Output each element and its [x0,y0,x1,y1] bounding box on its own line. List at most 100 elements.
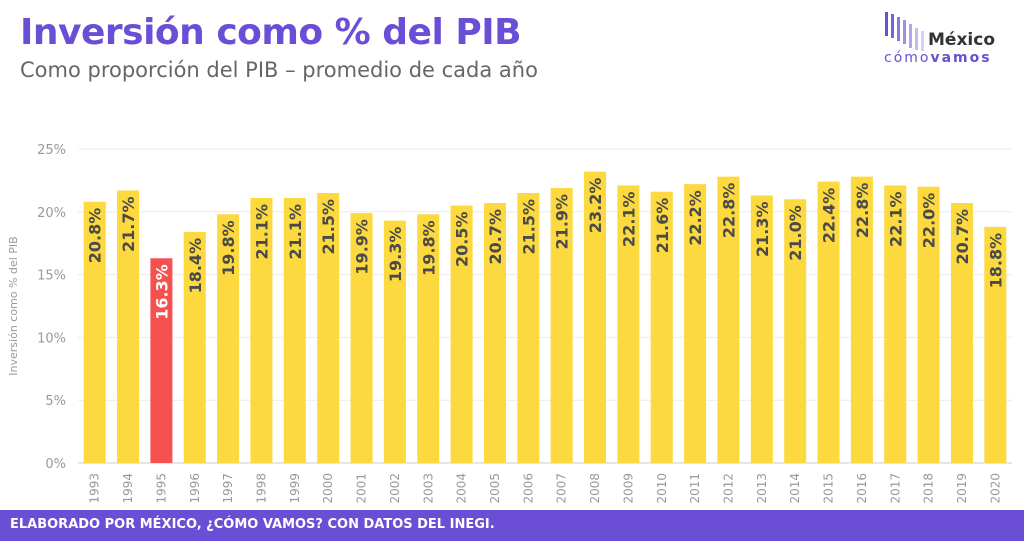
mexico-como-vamos-logo: México cómovamos [880,10,1010,70]
x-tick-label: 1997 [221,473,235,504]
bar [584,171,607,463]
data-label: 16.3% [152,264,171,320]
bar [884,185,907,463]
data-label: 22.1% [886,191,905,247]
x-tick-label: 1993 [88,473,102,504]
bar [483,203,506,463]
data-label: 21.9% [553,194,572,250]
bar [117,190,140,463]
bars-logo-icon [885,12,924,51]
bar [717,176,740,463]
data-label: 21.7% [119,196,138,252]
y-tick-label: 20% [37,206,66,221]
x-tick-label: 1999 [288,473,302,504]
bar [450,205,473,463]
x-tick-label: 2006 [521,473,535,504]
data-label: 22.8% [719,183,738,239]
page-subtitle: Como proporción del PIB – promedio de ca… [20,58,538,82]
x-tick-label: 1998 [254,473,268,504]
bar [250,197,273,463]
x-tick-label: 2007 [555,473,569,504]
y-tick-label: 0% [45,457,66,472]
bar [83,201,106,463]
logo-tagline-bold: vamos [930,50,992,66]
data-label: 22.4% [820,188,839,244]
y-tick-label: 25% [37,143,66,158]
data-label: 20.5% [453,212,472,268]
y-tick-label: 5% [45,394,66,409]
x-tick-label: 2003 [421,473,435,504]
bar [917,186,940,463]
data-label: 20.7% [953,209,972,265]
data-label: 19.3% [386,227,405,283]
x-tick-label: 1995 [154,473,168,504]
data-label: 21.1% [252,204,271,260]
bar [283,197,306,463]
footer-source-text: ELABORADO POR MÉXICO, ¿CÓMO VAMOS? CON D… [10,517,495,532]
x-tick-label: 2018 [922,473,936,504]
data-label: 21.6% [653,198,672,254]
bar [317,192,340,463]
data-label: 22.2% [686,190,705,246]
data-label: 23.2% [586,178,605,234]
bar [650,191,673,464]
y-tick-label: 15% [37,269,66,284]
bar [684,184,707,463]
data-label: 19.9% [353,219,372,275]
data-label: 20.7% [486,209,505,265]
x-tick-label: 2020 [988,473,1002,504]
bar [784,199,807,464]
x-tick-label: 2000 [321,473,335,504]
data-label: 18.4% [186,238,205,294]
x-tick-label: 2001 [355,473,369,504]
data-label: 21.3% [753,201,772,257]
x-tick-label: 2017 [888,473,902,504]
data-label: 21.1% [286,204,305,260]
x-tick-label: 2008 [588,473,602,504]
x-tick-label: 2002 [388,473,402,504]
bar [817,181,840,463]
footer-bar: ELABORADO POR MÉXICO, ¿CÓMO VAMOS? CON D… [0,510,1024,541]
bar [950,203,973,463]
data-label: 21.5% [519,199,538,255]
data-label: 19.8% [219,220,238,276]
y-axis-title: Inversión como % del PIB [7,236,20,375]
x-tick-label: 2005 [488,473,502,504]
x-tick-label: 2011 [688,473,702,504]
data-label: 22.1% [619,191,638,247]
x-tick-label: 2004 [455,473,469,504]
bar [183,231,206,463]
data-label: 21.5% [319,199,338,255]
bar [984,226,1007,463]
bar [217,214,240,463]
data-label: 22.8% [853,183,872,239]
bar [517,192,540,463]
bar [417,214,440,463]
logo-tagline-light: cómo [884,50,931,66]
bar [383,220,406,463]
data-label: 20.8% [86,208,105,264]
logo-word: México [928,30,995,50]
x-tick-label: 2015 [822,473,836,504]
logo-tagline: cómovamos [884,50,992,66]
y-tick-label: 10% [37,331,66,346]
bar [750,195,773,464]
bar [350,213,373,463]
bar [550,187,573,463]
data-label: 22.0% [920,193,939,249]
bar [850,176,873,463]
x-tick-label: 2010 [655,473,669,504]
page-title: Inversión como % del PIB [20,12,522,53]
data-label: 19.8% [419,220,438,276]
x-tick-label: 1996 [188,473,202,504]
bar-chart: 0% 5% 10% 15% 20% 25% Inversión como % del PIB… [7,143,1012,504]
x-tick-label: 2019 [955,473,969,504]
x-tick-label: 2009 [621,473,635,504]
bar [617,185,640,463]
data-label: 21.0% [786,205,805,261]
x-tick-label: 2014 [788,473,802,504]
data-label: 18.8% [986,233,1005,289]
x-tick-label: 2012 [721,473,735,504]
bar [150,258,173,463]
x-tick-label: 2013 [755,473,769,504]
